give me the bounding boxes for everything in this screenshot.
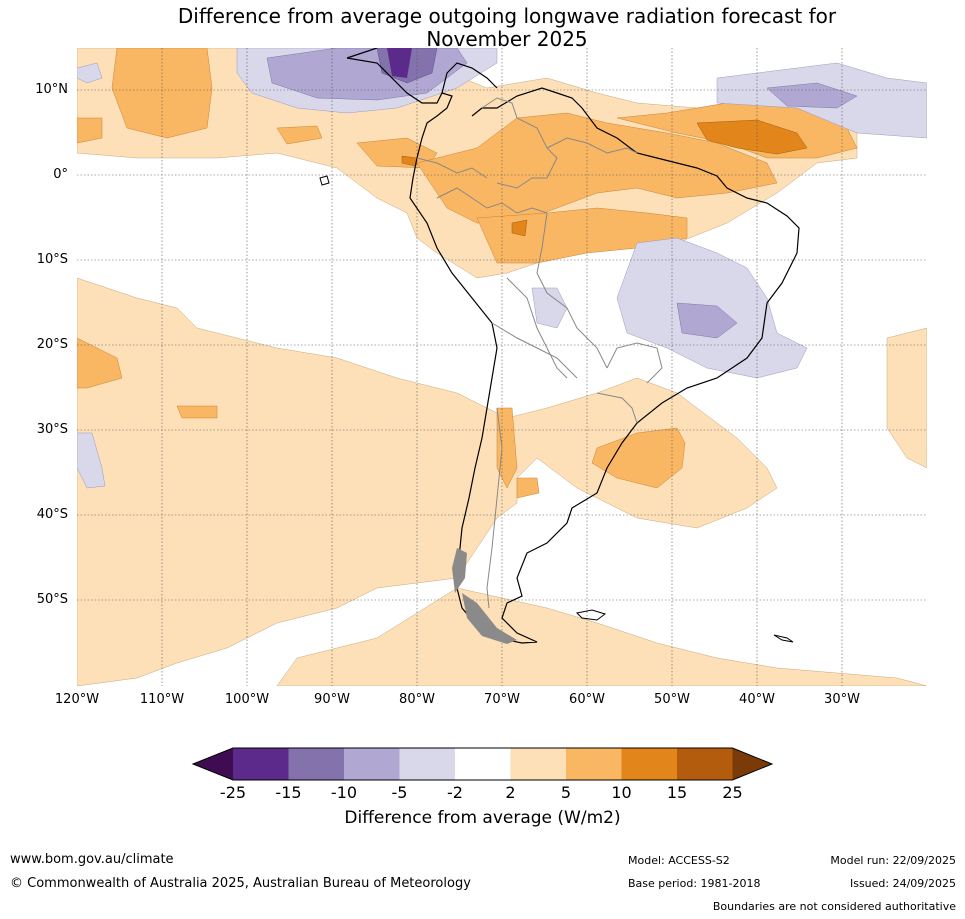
lon-label-80w: 80°W — [399, 692, 435, 707]
lon-label-40w: 40°W — [739, 692, 775, 707]
colorbar-title: Difference from average (W/m2) — [344, 808, 621, 828]
colorbar-outline — [191, 747, 774, 781]
chilean-fjords — [452, 548, 517, 644]
footer-disclaimer: Boundaries are not considered authoritat… — [712, 900, 956, 913]
colorbar-segment-3 — [344, 748, 400, 780]
colorbar-segment-5 — [455, 748, 511, 780]
colorbar-segment-8 — [621, 748, 677, 780]
colorbar-tick-10: 10 — [611, 783, 632, 802]
colorbar-segment-1 — [233, 748, 289, 780]
colorbar-segment-max — [732, 748, 772, 780]
lat-label-10n: 10°N — [35, 82, 68, 97]
lon-label-100w: 100°W — [224, 692, 270, 707]
lat-label-40s: 40°S — [36, 507, 68, 522]
lon-label-110w: 110°W — [139, 692, 185, 707]
lat-label-50s: 50°S — [36, 592, 68, 607]
footer-website[interactable]: www.bom.gov.au/climate — [10, 852, 174, 867]
lat-label-10s: 10°S — [36, 252, 68, 267]
falkland-islands — [575, 609, 607, 621]
footer-model-run: Model run: 22/09/2025 — [830, 854, 956, 867]
anomaly-10-15-regions — [401, 119, 808, 237]
footer-base-period: Base period: 1981-2018 — [628, 877, 761, 890]
lat-label-30s: 30°S — [36, 422, 68, 437]
central-america-coastline — [346, 48, 498, 94]
colorbar — [191, 747, 774, 781]
map-panel — [77, 48, 927, 686]
colorbar-tick-neg10: -10 — [330, 783, 358, 802]
colorbar-tick-neg25: -25 — [219, 783, 247, 802]
lon-label-60w: 60°W — [569, 692, 605, 707]
country-borders — [416, 97, 663, 609]
gridlines — [77, 48, 927, 686]
colorbar-tick-5: 5 — [560, 783, 572, 802]
colorbar-tick-2: 2 — [505, 783, 516, 802]
south-georgia — [773, 634, 794, 643]
lat-label-20s: 20°S — [36, 337, 68, 352]
colorbar-tick-neg15: -15 — [275, 783, 302, 802]
footer-model: Model: ACCESS-S2 — [628, 854, 730, 867]
lon-label-30w: 30°W — [824, 692, 860, 707]
lon-label-70w: 70°W — [484, 692, 520, 707]
lon-label-50w: 50°W — [654, 692, 690, 707]
colorbar-segment-9 — [677, 748, 733, 780]
chart-title: Difference from average outgoing longwav… — [77, 5, 937, 51]
colorbar-tick-15: 15 — [666, 783, 688, 802]
galapagos-islands — [319, 175, 330, 186]
colorbar-tick-neg2: -2 — [447, 783, 463, 802]
footer-copyright: © Commonwealth of Australia 2025, Austra… — [10, 876, 471, 891]
colorbar-segment-2 — [288, 748, 344, 780]
colorbar-segment-4 — [399, 748, 455, 780]
south-america-coastline — [346, 57, 800, 644]
anomaly-neg15-neg25-regions — [387, 48, 412, 78]
lon-label-120w: 120°W — [54, 692, 100, 707]
lat-label-0: 0° — [53, 167, 68, 182]
lon-label-90w: 90°W — [314, 692, 350, 707]
colorbar-segment-7 — [566, 748, 622, 780]
title-line-1: Difference from average outgoing longwav… — [177, 4, 837, 28]
anomaly-map — [77, 48, 927, 686]
colorbar-tick-25: 25 — [722, 783, 743, 802]
colorbar-segment-6 — [510, 748, 566, 780]
colorbar-segment-min — [193, 748, 233, 780]
colorbar-tick-neg5: -5 — [391, 783, 408, 802]
title-line-2: November 2025 — [426, 27, 588, 51]
footer-issued: Issued: 24/09/2025 — [849, 877, 956, 890]
